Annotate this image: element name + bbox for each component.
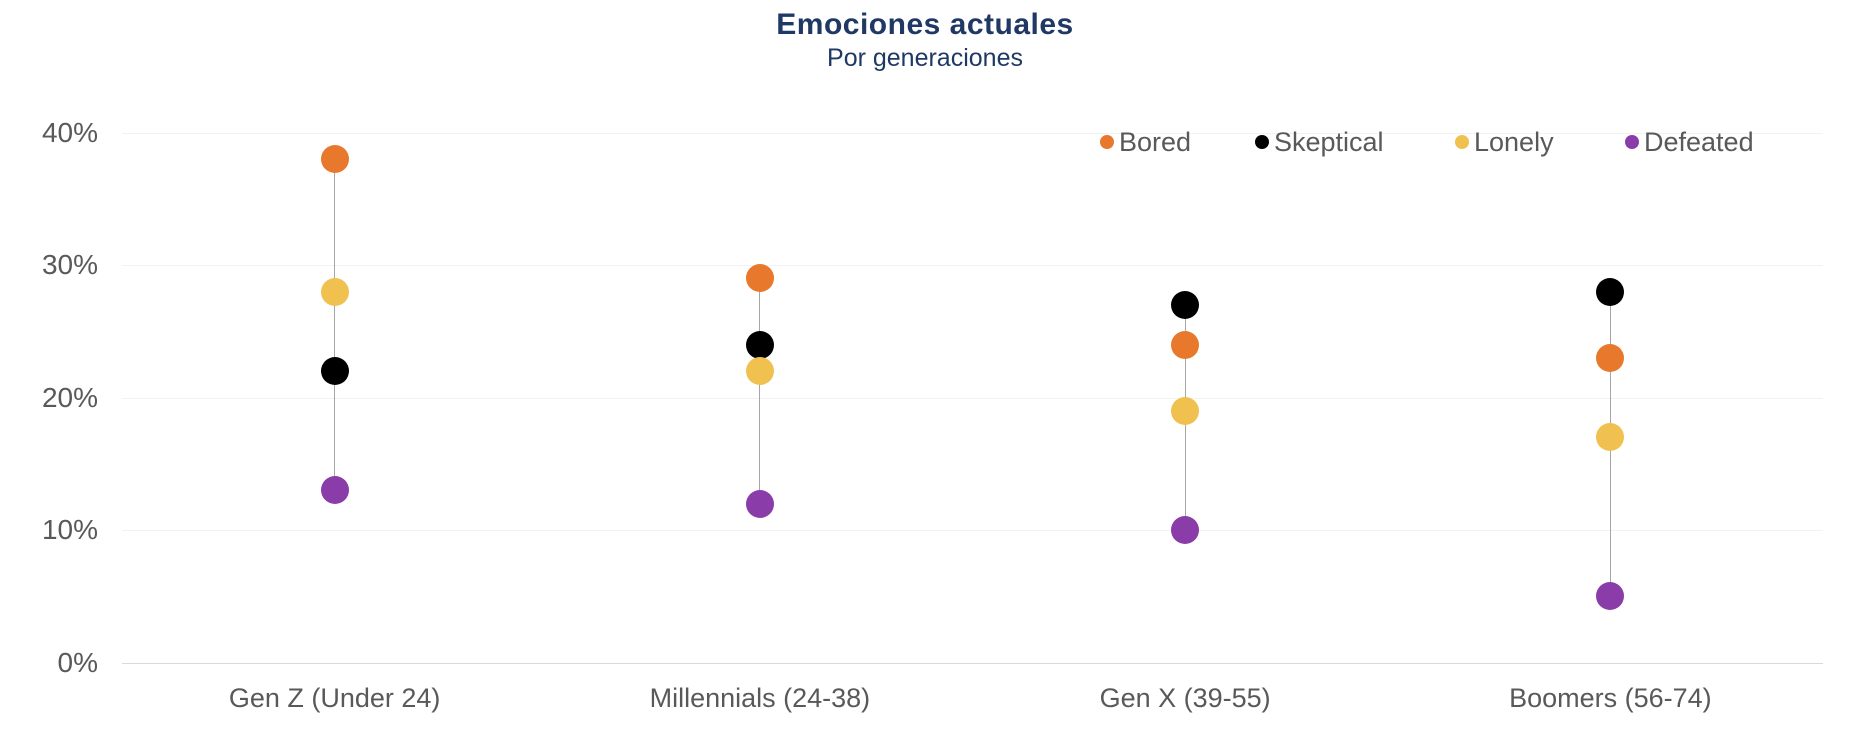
skeptical-legend-marker-icon bbox=[1255, 135, 1269, 149]
data-point bbox=[1171, 396, 1200, 425]
y-tick-label: 0% bbox=[57, 646, 98, 678]
legend-label: Bored bbox=[1119, 126, 1192, 157]
data-point bbox=[745, 489, 774, 518]
data-point bbox=[1596, 582, 1625, 611]
legend-item: Skeptical bbox=[1255, 126, 1384, 157]
y-gridline bbox=[122, 132, 1823, 134]
data-point bbox=[1171, 290, 1200, 319]
defeated-legend-marker-icon bbox=[1625, 135, 1639, 149]
legend-item: Bored bbox=[1100, 126, 1192, 157]
data-point bbox=[320, 357, 349, 385]
y-tick-label: 20% bbox=[41, 381, 98, 413]
data-point bbox=[320, 476, 349, 505]
data-point bbox=[1171, 330, 1200, 359]
data-point bbox=[1596, 277, 1625, 306]
category-label: Gen Z (Under 24) bbox=[228, 683, 441, 713]
highlow-line bbox=[334, 159, 336, 491]
legend-item: Lonely bbox=[1455, 126, 1554, 157]
y-gridline bbox=[122, 265, 1823, 266]
y-gridline bbox=[122, 662, 1823, 664]
chart-subtitle: Por generaciones bbox=[827, 44, 1023, 72]
y-tick-label: 30% bbox=[41, 249, 98, 280]
legend-label: Lonely bbox=[1474, 126, 1554, 157]
data-point bbox=[1596, 343, 1625, 372]
highlow-line bbox=[759, 278, 761, 504]
bored-legend-marker-icon bbox=[1100, 135, 1114, 149]
data-point bbox=[320, 145, 349, 173]
data-point bbox=[320, 277, 349, 306]
category-label: Gen X (39-55) bbox=[1099, 683, 1271, 713]
data-point bbox=[1596, 423, 1625, 452]
data-point bbox=[1171, 516, 1200, 544]
y-tick-label: 40% bbox=[41, 116, 98, 148]
legend-label: Defeated bbox=[1644, 126, 1754, 157]
legend-label: Skeptical bbox=[1274, 126, 1384, 157]
data-point bbox=[745, 264, 774, 293]
lonely-legend-marker-icon bbox=[1455, 135, 1469, 149]
category-label: Millennials (24-38) bbox=[649, 683, 871, 713]
y-gridline bbox=[122, 397, 1823, 399]
legend-item: Defeated bbox=[1625, 126, 1754, 157]
data-point bbox=[745, 330, 774, 359]
data-point bbox=[745, 357, 774, 385]
chart-title: Emociones actuales bbox=[776, 8, 1074, 41]
y-gridline bbox=[122, 530, 1823, 531]
y-tick-label: 10% bbox=[41, 514, 98, 545]
category-label: Boomers (56-74) bbox=[1509, 683, 1712, 713]
